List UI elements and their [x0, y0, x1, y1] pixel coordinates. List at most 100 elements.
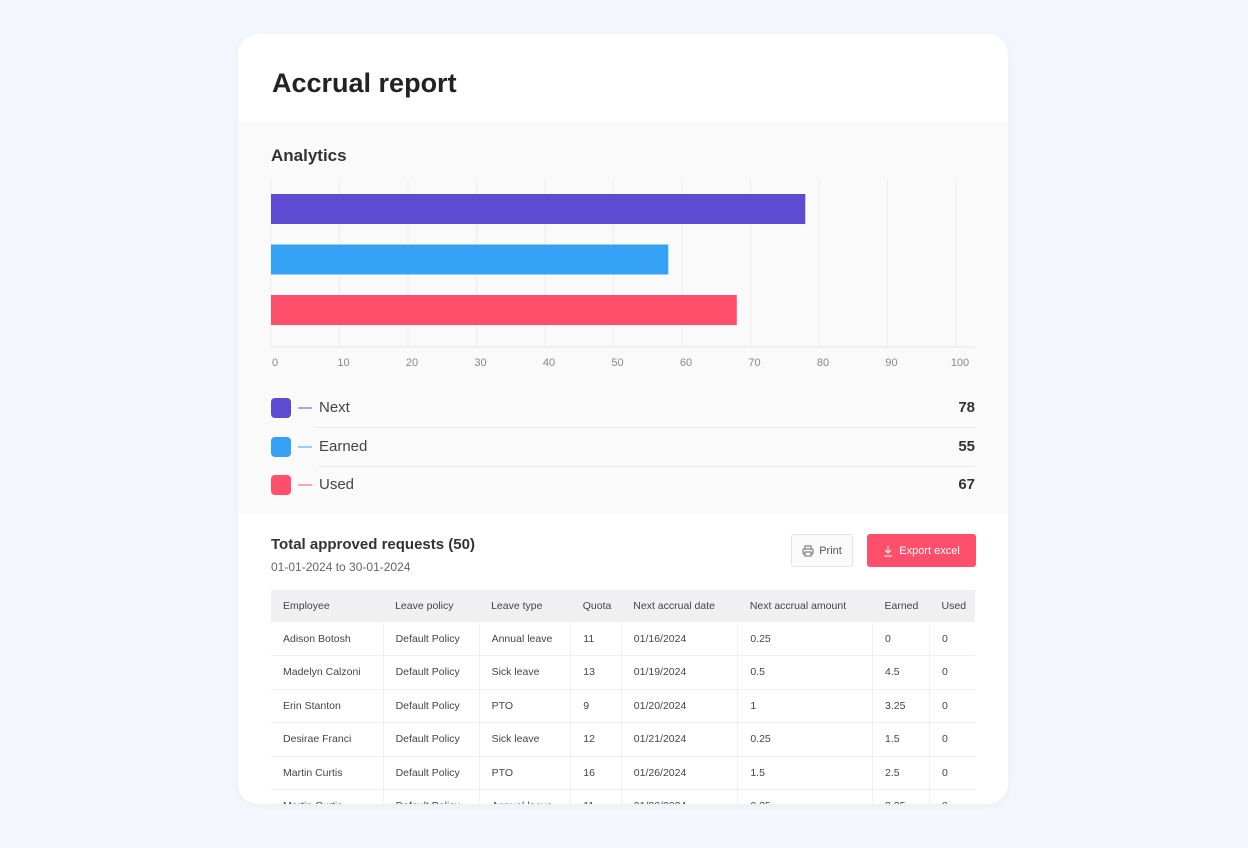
table-cell: 0.5: [737, 655, 873, 690]
x-tick-label: 70: [748, 357, 760, 369]
table-cell: Default Policy: [383, 756, 480, 790]
table-cell: Annual leave: [479, 622, 572, 656]
table-cell: Madelyn Calzoni: [271, 655, 384, 690]
table-cell: 11: [570, 622, 622, 656]
print-label: Print: [819, 544, 842, 557]
print-button[interactable]: Print: [791, 534, 853, 567]
table-cell: 0.25: [737, 722, 873, 757]
legend-swatch: [271, 475, 291, 495]
export-label: Export excel: [899, 544, 960, 557]
x-tick-label: 100: [951, 357, 969, 369]
table-cell: 01/16/2024: [621, 622, 739, 656]
table-cell: 01/21/2024: [621, 722, 739, 757]
column-header[interactable]: Next accrual date: [621, 590, 738, 622]
table-cell: 01/19/2024: [621, 655, 739, 690]
table-cell: Martin Curtis: [271, 756, 384, 790]
table-cell: 0: [929, 756, 975, 790]
x-tick-label: 10: [337, 357, 349, 369]
x-tick-label: 60: [680, 357, 692, 369]
printer-icon: [802, 545, 814, 556]
bar-chart: 0 10 20 30 40 50 60 70 80 90 100: [270, 180, 975, 369]
table-cell: PTO: [479, 756, 572, 790]
table-cell: Default Policy: [383, 689, 480, 723]
bar-earned[interactable]: [271, 244, 669, 275]
bar-next[interactable]: [271, 194, 806, 224]
table-row[interactable]: Martin Curtis Default Policy PTO 16 01/26/20…: [271, 756, 975, 790]
bar-used[interactable]: [271, 295, 737, 325]
analytics-section: Analytics 0 10 20 30 40 50 60 70 80 90 100 Next 78 E…: [238, 122, 1008, 514]
table-cell: 11: [570, 789, 622, 804]
table-cell: 1.5: [737, 756, 873, 790]
column-header[interactable]: Quota: [570, 590, 622, 622]
table-cell: Sick leave: [479, 722, 572, 757]
table-cell: 0: [872, 622, 931, 656]
table-cell: 0: [929, 789, 975, 804]
legend-line-icon: [298, 407, 312, 409]
column-header[interactable]: Next accrual amount: [737, 590, 873, 622]
table-cell: Default Policy: [383, 722, 480, 757]
column-header[interactable]: Leave policy: [383, 590, 480, 622]
x-tick-label: 20: [406, 357, 418, 369]
legend-item-next[interactable]: Next 78: [271, 390, 975, 428]
table-cell: 2.5: [872, 756, 931, 790]
table-cell: 12: [570, 722, 622, 757]
table-cell: PTO: [479, 689, 572, 723]
legend-label: Used: [319, 476, 355, 493]
table-cell: 3.25: [872, 789, 931, 804]
table-cell: 16: [570, 756, 622, 790]
table-row[interactable]: Adison Botosh Default Policy Annual leave 1…: [271, 622, 975, 656]
divider: [318, 465, 975, 467]
x-tick-label: 50: [611, 357, 623, 369]
x-tick-label: 80: [817, 357, 829, 369]
date-range: 01-01-2024 to 30-01-2024: [271, 560, 411, 574]
table-cell: 0: [929, 622, 975, 656]
column-header[interactable]: Employee: [271, 590, 384, 622]
accrual-table: Employee Leave policy Leave type Quota Next …: [271, 590, 975, 804]
table-cell: 0: [929, 655, 975, 690]
table-cell: Martin Curtis: [271, 789, 384, 804]
table-cell: Annual leave: [479, 789, 572, 804]
x-tick-label: 0: [272, 357, 278, 369]
x-tick-label: 40: [543, 357, 555, 369]
legend-swatch: [271, 398, 291, 418]
table-cell: Sick leave: [479, 655, 572, 690]
table-cell: 0: [929, 722, 975, 757]
export-excel-button[interactable]: Export excel: [867, 534, 976, 567]
accrual-report-card: Accrual report Analytics 0 10 20 30 40 50 60 70…: [238, 34, 1008, 804]
requests-title: Total approved requests (50): [271, 536, 475, 553]
legend-value: 55: [958, 437, 975, 455]
table-cell: Default Policy: [383, 789, 480, 804]
column-header[interactable]: Leave type: [479, 590, 571, 622]
legend-line-icon: [298, 445, 312, 448]
divider: [318, 427, 975, 428]
column-header[interactable]: Earned: [872, 590, 930, 622]
column-header[interactable]: Used: [929, 590, 975, 622]
page-title: Accrual report: [272, 68, 457, 98]
table-cell: 0.25: [737, 622, 873, 656]
table-cell: Default Policy: [383, 655, 480, 690]
table-cell: 3.25: [872, 689, 931, 723]
legend-swatch: [271, 436, 291, 457]
table-cell: 0.25: [737, 789, 873, 804]
table-row[interactable]: Erin Stanton Default Policy PTO 9 01/20/2024…: [271, 689, 975, 723]
table-cell: Erin Stanton: [271, 689, 384, 723]
download-icon: [884, 545, 893, 556]
table-cell: Desirae Franci: [271, 722, 384, 757]
legend-value: 78: [958, 399, 975, 416]
table-cell: 01/30/2024: [621, 789, 739, 804]
table-cell: Adison Botosh: [271, 622, 384, 656]
table-row[interactable]: Madelyn Calzoni Default Policy Sick leave 1…: [271, 655, 975, 690]
legend-item-earned[interactable]: Earned 55: [271, 429, 975, 467]
table-cell: Default Policy: [383, 622, 480, 656]
table-cell: 9: [570, 689, 622, 723]
table-cell: 0: [929, 689, 975, 723]
legend-item-used[interactable]: Used 67: [271, 467, 975, 505]
analytics-title: Analytics: [271, 146, 347, 165]
table-cell: 13: [570, 655, 622, 690]
table-cell: 01/26/2024: [621, 756, 739, 790]
table-cell: 1.5: [872, 722, 931, 757]
table-cell: 01/20/2024: [621, 689, 739, 723]
legend-label: Next: [319, 399, 350, 416]
table-row[interactable]: Desirae Franci Default Policy Sick leave 12…: [271, 722, 975, 757]
